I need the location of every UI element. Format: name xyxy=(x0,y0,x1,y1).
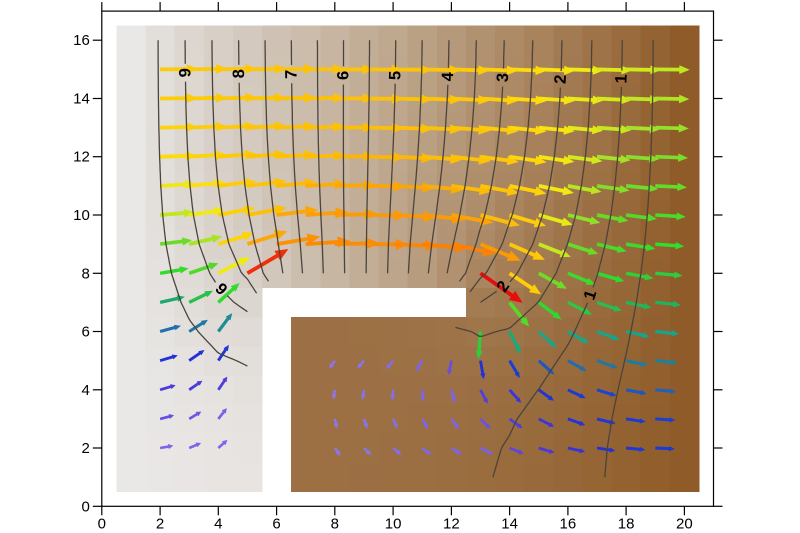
svg-text:4: 4 xyxy=(214,515,222,532)
svg-text:7: 7 xyxy=(283,69,301,79)
svg-text:8: 8 xyxy=(81,265,89,282)
svg-text:6: 6 xyxy=(272,515,280,532)
svg-text:12: 12 xyxy=(73,149,90,166)
svg-text:16: 16 xyxy=(73,32,90,49)
svg-text:5: 5 xyxy=(386,71,404,81)
svg-text:16: 16 xyxy=(560,515,577,532)
svg-text:14: 14 xyxy=(501,515,518,532)
svg-text:4: 4 xyxy=(81,382,89,399)
svg-text:2: 2 xyxy=(156,515,164,532)
svg-text:2: 2 xyxy=(552,74,570,84)
svg-text:2: 2 xyxy=(81,440,89,457)
svg-text:8: 8 xyxy=(331,515,339,532)
svg-text:8: 8 xyxy=(230,69,248,79)
svg-text:9: 9 xyxy=(176,68,194,78)
svg-text:14: 14 xyxy=(73,91,90,108)
svg-text:10: 10 xyxy=(385,515,402,532)
svg-text:3: 3 xyxy=(494,72,512,82)
svg-text:6: 6 xyxy=(334,71,352,80)
svg-text:4: 4 xyxy=(439,71,457,82)
svg-text:18: 18 xyxy=(618,515,635,532)
svg-text:1: 1 xyxy=(612,74,630,84)
svg-text:12: 12 xyxy=(443,515,460,532)
svg-text:0: 0 xyxy=(81,498,89,515)
svg-text:20: 20 xyxy=(676,515,693,532)
svg-text:10: 10 xyxy=(73,207,90,224)
svg-text:6: 6 xyxy=(81,324,89,341)
svg-text:0: 0 xyxy=(98,515,106,532)
